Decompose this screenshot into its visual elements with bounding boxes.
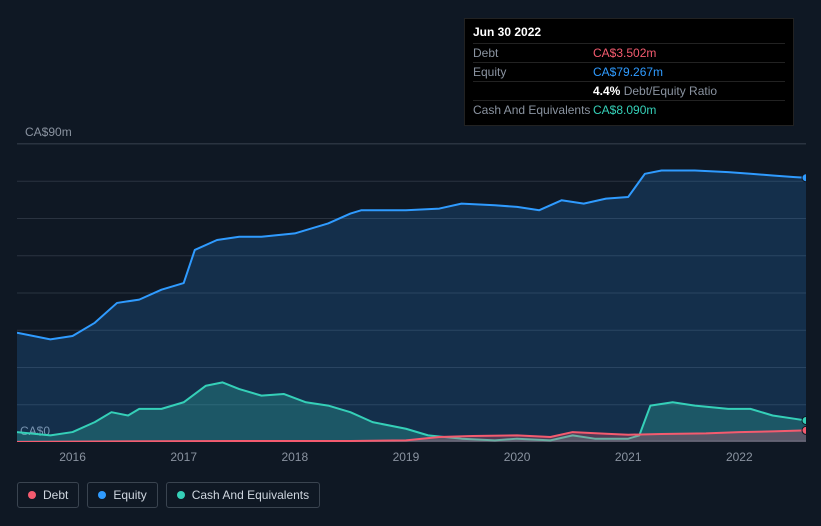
y-axis-max-label: CA$90m: [25, 125, 72, 139]
x-tick: 2019: [393, 450, 420, 464]
x-tick: 2021: [615, 450, 642, 464]
x-tick: 2017: [170, 450, 197, 464]
x-tick: 2022: [726, 450, 753, 464]
tooltip-value: CA$8.090m: [593, 101, 785, 120]
legend-item-cash[interactable]: Cash And Equivalents: [166, 482, 320, 508]
chart-tooltip: Jun 30 2022 DebtCA$3.502mEquityCA$79.267…: [464, 18, 794, 126]
tooltip-label: Cash And Equivalents: [473, 101, 593, 120]
tooltip-label: [473, 82, 593, 101]
chart-area: [17, 143, 806, 441]
tooltip-label: Equity: [473, 63, 593, 82]
x-tick: 2016: [59, 450, 86, 464]
legend-dot-icon: [177, 491, 185, 499]
x-tick: 2020: [504, 450, 531, 464]
tooltip-value: CA$79.267m: [593, 63, 785, 82]
x-tick: 2018: [281, 450, 308, 464]
tooltip-date: Jun 30 2022: [473, 23, 785, 43]
legend-label: Debt: [43, 488, 68, 502]
chart-legend: Debt Equity Cash And Equivalents: [17, 482, 320, 508]
legend-dot-icon: [98, 491, 106, 499]
tooltip-label: Debt: [473, 44, 593, 63]
legend-item-debt[interactable]: Debt: [17, 482, 79, 508]
x-axis: 2016 2017 2018 2019 2020 2021 2022: [17, 450, 806, 466]
legend-label: Cash And Equivalents: [192, 488, 309, 502]
legend-dot-icon: [28, 491, 36, 499]
area-chart-svg: [17, 144, 806, 442]
tooltip-rows: DebtCA$3.502mEquityCA$79.267m4.4% Debt/E…: [473, 43, 785, 119]
tooltip-value: 4.4% Debt/Equity Ratio: [593, 82, 785, 101]
tooltip-value: CA$3.502m: [593, 44, 785, 63]
legend-item-equity[interactable]: Equity: [87, 482, 157, 508]
legend-label: Equity: [113, 488, 146, 502]
